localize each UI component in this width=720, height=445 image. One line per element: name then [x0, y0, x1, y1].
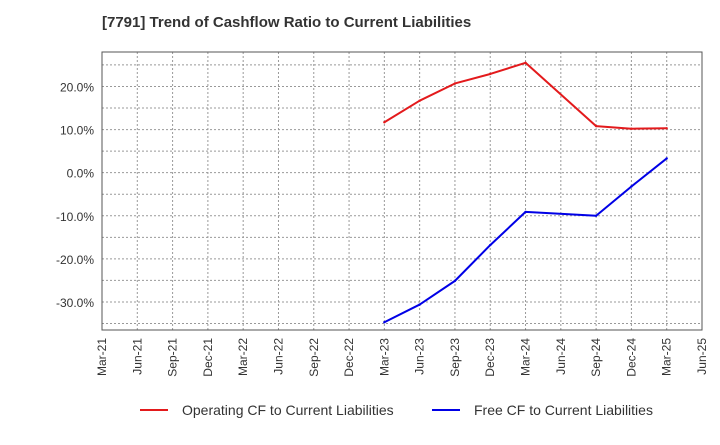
x-tick-label: Jun-24	[554, 338, 568, 375]
series-1-point	[524, 61, 527, 64]
series-2-point	[489, 243, 492, 247]
x-tick-label: Mar-21	[95, 338, 109, 376]
y-tick-label: 20.0%	[60, 80, 94, 94]
series-1-point	[630, 127, 633, 130]
x-tick-label: Jun-25	[695, 338, 709, 375]
x-tick-label: Mar-25	[660, 338, 674, 376]
series-1-point	[453, 82, 457, 85]
x-tick-label: Sep-24	[589, 338, 603, 377]
y-tick-label: 0.0%	[67, 167, 95, 181]
series-2-point	[594, 214, 598, 217]
series-1-point	[418, 99, 421, 102]
x-tick-label: Dec-21	[201, 338, 215, 377]
legend-label-1: Operating CF to Current Liabilities	[182, 402, 394, 418]
x-tick-label: Dec-22	[342, 338, 356, 377]
series-2-point	[665, 157, 668, 160]
plot-frame	[101, 51, 703, 331]
series-2-point	[453, 279, 457, 283]
x-tick-label: Jun-22	[271, 338, 285, 375]
x-tick-label: Dec-23	[483, 338, 497, 377]
y-tick-label: -10.0%	[56, 210, 94, 224]
legend-label-2: Free CF to Current Liabilities	[474, 402, 653, 418]
series-line-1	[383, 61, 667, 130]
x-tick-label: Sep-23	[448, 338, 462, 377]
series-1-point	[594, 124, 598, 128]
x-tick-label: Jun-23	[413, 338, 427, 375]
series-2-point	[383, 321, 386, 324]
y-tick-label: -30.0%	[56, 296, 94, 310]
x-tick-label: Mar-23	[377, 338, 391, 376]
plot-area	[102, 52, 702, 330]
y-tick-label: 10.0%	[60, 124, 94, 138]
y-tick-label: -20.0%	[56, 253, 94, 267]
x-tick-label: Sep-22	[307, 338, 321, 377]
x-tick-label: Dec-24	[624, 338, 638, 377]
series-1-point	[665, 127, 668, 130]
x-tick-label: Mar-24	[519, 338, 533, 376]
series-line-2	[383, 157, 668, 324]
series-2-point	[418, 303, 421, 306]
series-2-point	[524, 210, 527, 214]
series-2-point	[630, 185, 633, 188]
x-tick-label: Sep-21	[166, 338, 180, 377]
series-1-point	[489, 72, 492, 76]
chart-title: [7791] Trend of Cashflow Ratio to Curren…	[102, 14, 472, 31]
x-tick-label: Jun-21	[130, 338, 144, 375]
x-tick-label: Mar-22	[236, 338, 250, 376]
series-1-point	[383, 121, 386, 124]
